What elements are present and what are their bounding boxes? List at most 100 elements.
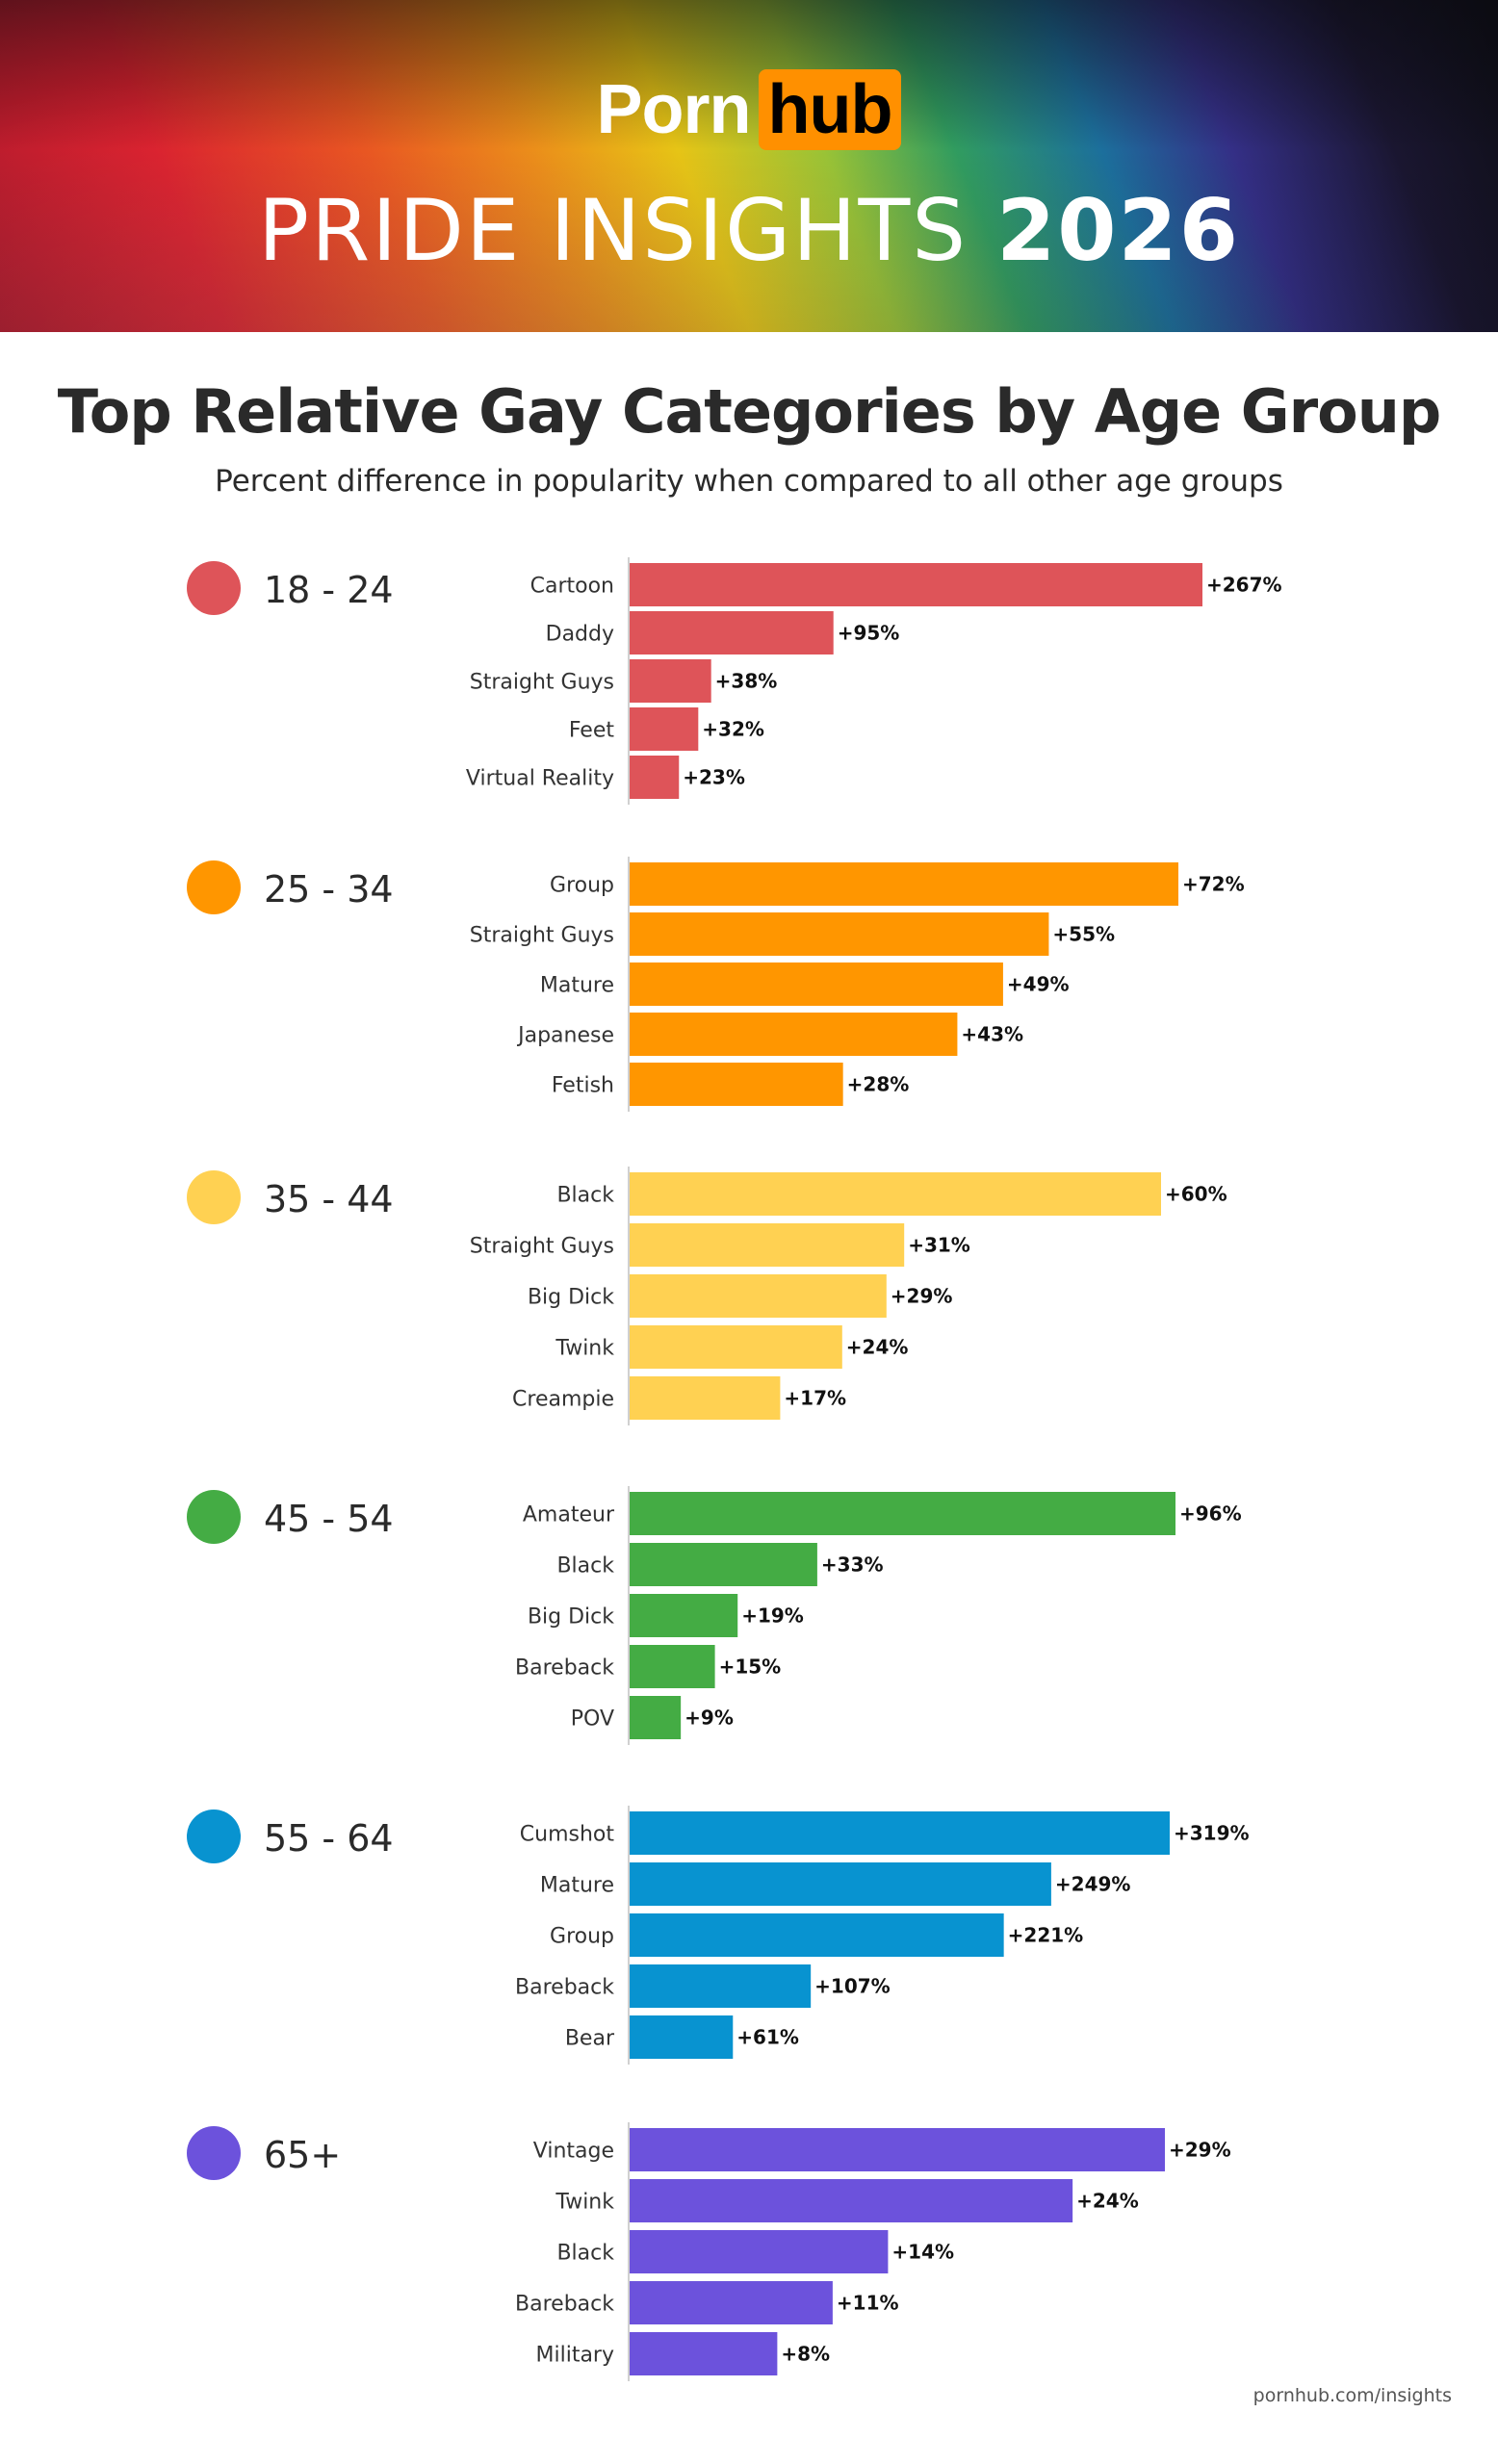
bar xyxy=(630,1594,738,1637)
logo-text-hub: hub xyxy=(758,69,902,150)
category-label: Amateur xyxy=(523,1503,615,1527)
value-label: +38% xyxy=(715,670,778,693)
value-label: +24% xyxy=(1076,2190,1139,2213)
chart-title: Top Relative Gay Categories by Age Group xyxy=(57,376,1442,447)
age-group-marker-dot xyxy=(187,1490,241,1544)
value-label: +33% xyxy=(821,1553,884,1577)
bar xyxy=(630,659,711,703)
value-label: +24% xyxy=(846,1336,909,1359)
category-label: Vintage xyxy=(533,2140,614,2164)
category-label: Fetish xyxy=(552,1074,614,1098)
value-label: +19% xyxy=(741,1604,804,1628)
bar xyxy=(630,1223,905,1267)
value-label: +32% xyxy=(702,718,764,741)
category-label: Bareback xyxy=(515,1976,614,2000)
bar xyxy=(630,1913,1004,1957)
value-label: +96% xyxy=(1179,1502,1242,1526)
bar xyxy=(630,1274,887,1318)
value-label: +14% xyxy=(891,2241,954,2264)
category-label: Virtual Reality xyxy=(466,767,614,791)
bar xyxy=(630,1696,682,1739)
bar xyxy=(630,1013,958,1056)
category-label: Big Dick xyxy=(528,1605,614,1630)
bar xyxy=(630,2281,833,2324)
value-label: +107% xyxy=(814,1975,891,1998)
category-label: Japanese xyxy=(516,1024,614,1048)
value-label: +95% xyxy=(838,622,900,645)
bar xyxy=(630,1811,1170,1855)
category-label: POV xyxy=(571,1707,614,1732)
age-group-label: 65+ xyxy=(264,2134,341,2176)
bar xyxy=(630,756,680,799)
value-label: +55% xyxy=(1052,923,1115,946)
value-label: +9% xyxy=(684,1707,734,1730)
age-group-label: 45 - 54 xyxy=(264,1498,394,1540)
bar xyxy=(630,1325,842,1369)
category-label: Group xyxy=(550,874,614,898)
value-label: +31% xyxy=(908,1234,970,1257)
chart-subtitle: Percent difference in popularity when co… xyxy=(215,464,1283,499)
age-group-marker-dot xyxy=(187,1170,241,1224)
category-label: Military xyxy=(536,2344,615,2368)
bar xyxy=(630,2015,734,2059)
value-label: +29% xyxy=(1169,2139,1231,2162)
bar xyxy=(630,2332,778,2375)
category-label: Mature xyxy=(540,974,614,998)
value-label: +319% xyxy=(1174,1822,1250,1845)
value-label: +8% xyxy=(781,2343,830,2366)
category-label: Black xyxy=(556,2242,614,2266)
category-label: Feet xyxy=(569,719,615,743)
category-label: Bareback xyxy=(515,1656,614,1681)
bar xyxy=(630,1645,715,1688)
header-banner xyxy=(0,0,1498,332)
category-label: Mature xyxy=(540,1874,614,1898)
bar xyxy=(630,2230,889,2273)
category-label: Black xyxy=(556,1184,614,1208)
bar xyxy=(630,1964,812,2008)
category-label: Straight Guys xyxy=(470,671,614,695)
category-label: Big Dick xyxy=(528,1286,614,1310)
category-label: Creampie xyxy=(512,1388,614,1412)
value-label: +43% xyxy=(961,1023,1023,1046)
value-label: +28% xyxy=(847,1073,910,1096)
category-label: Black xyxy=(556,1554,614,1578)
category-label: Cartoon xyxy=(530,575,614,599)
value-label: +60% xyxy=(1165,1183,1227,1206)
value-label: +249% xyxy=(1055,1873,1131,1896)
bar xyxy=(630,1543,817,1586)
age-group-marker-dot xyxy=(187,2126,241,2180)
bar xyxy=(630,1862,1051,1906)
category-label: Daddy xyxy=(546,623,614,647)
bar xyxy=(630,2179,1073,2222)
banner-title-year: 2026 xyxy=(996,181,1240,280)
value-label: +267% xyxy=(1206,574,1282,597)
category-label: Bareback xyxy=(515,2293,614,2317)
category-label: Twink xyxy=(555,1337,614,1361)
logo-text-porn: Porn xyxy=(596,71,752,148)
banner-title: PRIDE INSIGHTS 2026 xyxy=(0,181,1498,281)
value-label: +221% xyxy=(1008,1924,1084,1947)
category-label: Group xyxy=(550,1925,614,1949)
value-label: +15% xyxy=(719,1656,782,1679)
value-label: +17% xyxy=(784,1387,846,1410)
category-label: Straight Guys xyxy=(470,1235,614,1259)
age-group-label: 18 - 24 xyxy=(264,569,394,611)
banner-title-main: PRIDE INSIGHTS xyxy=(258,181,969,280)
bar xyxy=(630,962,1003,1006)
age-group-label: 35 - 44 xyxy=(264,1178,394,1220)
age-group-label: 25 - 34 xyxy=(264,868,394,911)
bar xyxy=(630,2128,1165,2171)
value-label: +23% xyxy=(683,766,745,789)
value-label: +61% xyxy=(736,2026,799,2049)
age-group-label: 55 - 64 xyxy=(264,1817,394,1860)
value-label: +11% xyxy=(837,2292,899,2315)
bar xyxy=(630,1492,1175,1535)
category-label: Cumshot xyxy=(520,1823,615,1847)
value-label: +49% xyxy=(1007,973,1070,996)
source-note: pornhub.com/insights xyxy=(1253,2385,1452,2406)
age-group-marker-dot xyxy=(187,1810,241,1863)
bar xyxy=(630,563,1202,606)
bar xyxy=(630,611,834,654)
bar xyxy=(630,1063,843,1106)
bar xyxy=(630,707,699,751)
